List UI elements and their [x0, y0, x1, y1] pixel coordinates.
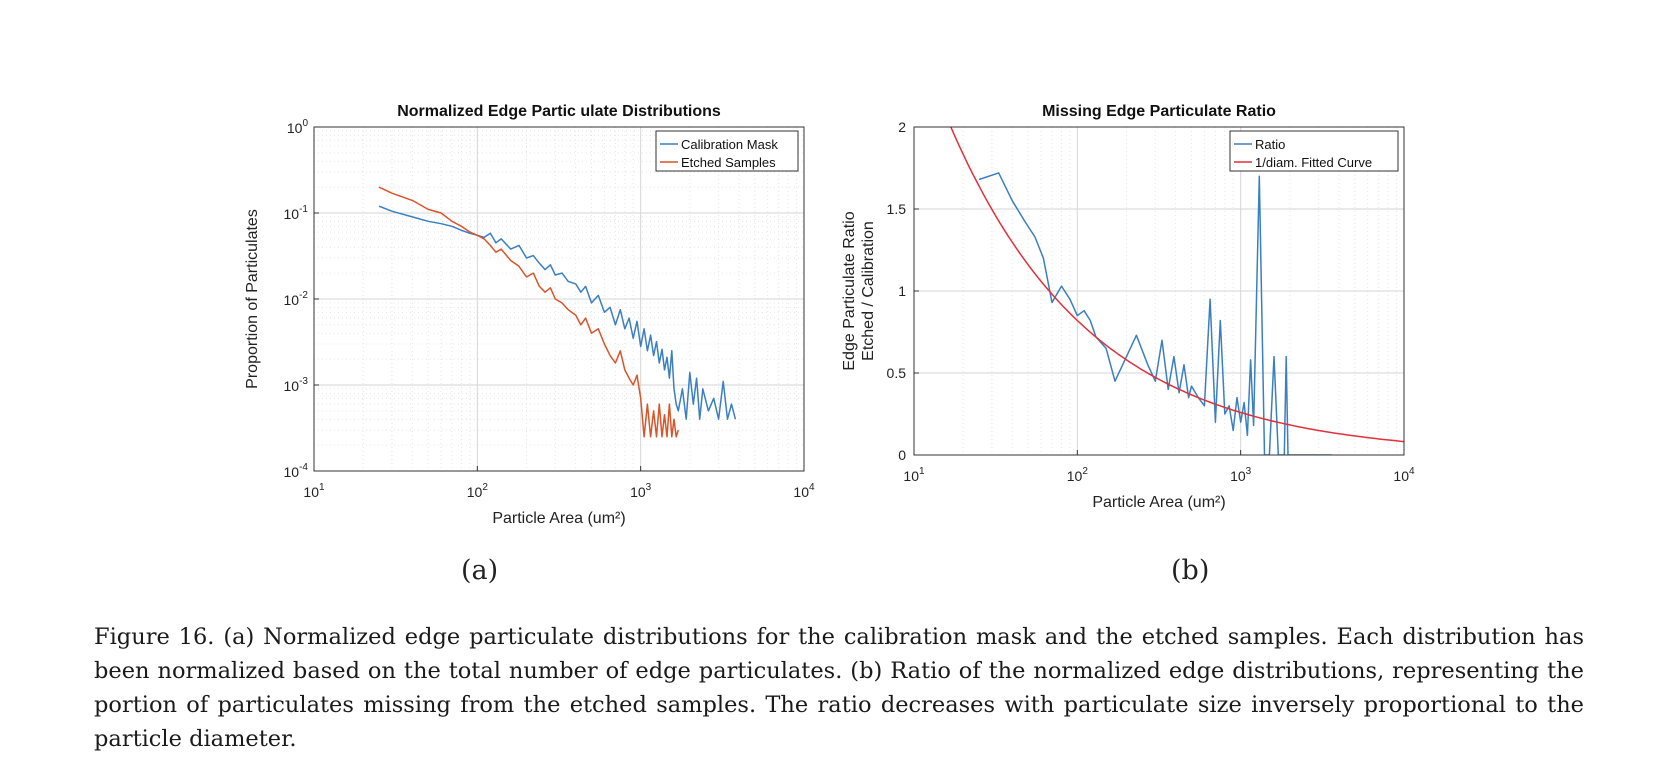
x-tick-label: 103 [630, 482, 652, 500]
y-tick-label: 10-4 [284, 462, 309, 480]
x-axis-label: Particle Area (um²) [1092, 494, 1225, 511]
chart-a: 101 102 103 104 100 10-1 10-2 10-3 10-4 Normalize… [244, 103, 815, 527]
legend-entry: Ratio [1255, 137, 1285, 152]
series-line-2 [950, 127, 1404, 443]
figure-caption: Figure 16. (a) Normalized edge particula… [94, 624, 1584, 752]
x-tick-label: 101 [303, 482, 325, 500]
legend-entry: Calibration Mask [681, 137, 778, 152]
y-tick-label: 10-1 [284, 204, 309, 222]
y-tick-label: 1.5 [887, 201, 907, 217]
chart-b: 101 102 103 104 0 0.5 1 1.5 2 Missing Edge Partic… [841, 103, 1415, 511]
y-tick-label: 2 [898, 119, 906, 135]
x-tick-label: 102 [1067, 466, 1089, 484]
y-tick-label: 10-3 [284, 376, 309, 394]
series-line-2 [378, 186, 680, 438]
chart-title: Normalized Edge Partic ulate Distributio… [397, 103, 721, 120]
panel-label-a: (a) [461, 555, 499, 586]
legend: Ratio 1/diam. Fitted Curve [1229, 130, 1399, 172]
y-tick-label: 1 [898, 283, 906, 299]
x-tick-label: 103 [1230, 466, 1252, 484]
legend-entry: Etched Samples [681, 155, 776, 170]
chart-title: Missing Edge Particulate Ratio [1042, 103, 1276, 120]
y-axis-label-line: Etched / Calibration [860, 221, 877, 361]
y-axis-label: Proportion of Particulates [244, 209, 261, 389]
x-tick-label: 104 [1393, 466, 1415, 484]
legend-box [1229, 130, 1399, 172]
y-tick-label: 0 [898, 447, 906, 463]
legend-entry: 1/diam. Fitted Curve [1255, 155, 1372, 170]
panel-label-b: (b) [1171, 555, 1210, 586]
series-group [950, 127, 1404, 455]
legend: Calibration Mask Etched Samples [655, 130, 799, 172]
figure-canvas: 101 102 103 10410010-110-210-310-4Normalize… [244, 103, 1415, 527]
series-line-1 [978, 172, 1332, 455]
series-group [378, 186, 737, 438]
x-tick-label: 101 [903, 466, 925, 484]
legend-box [655, 130, 799, 172]
series-line-1 [378, 205, 737, 420]
x-tick-label: 102 [467, 482, 489, 500]
y-tick-label: 10-2 [284, 290, 309, 308]
y-tick-label: 0.5 [887, 365, 907, 381]
x-axis-label: Particle Area (um²) [492, 510, 625, 527]
y-axis-label-line: Edge Particulate Ratio [841, 211, 858, 370]
x-tick-label: 104 [793, 482, 815, 500]
y-tick-label: 100 [287, 118, 309, 136]
